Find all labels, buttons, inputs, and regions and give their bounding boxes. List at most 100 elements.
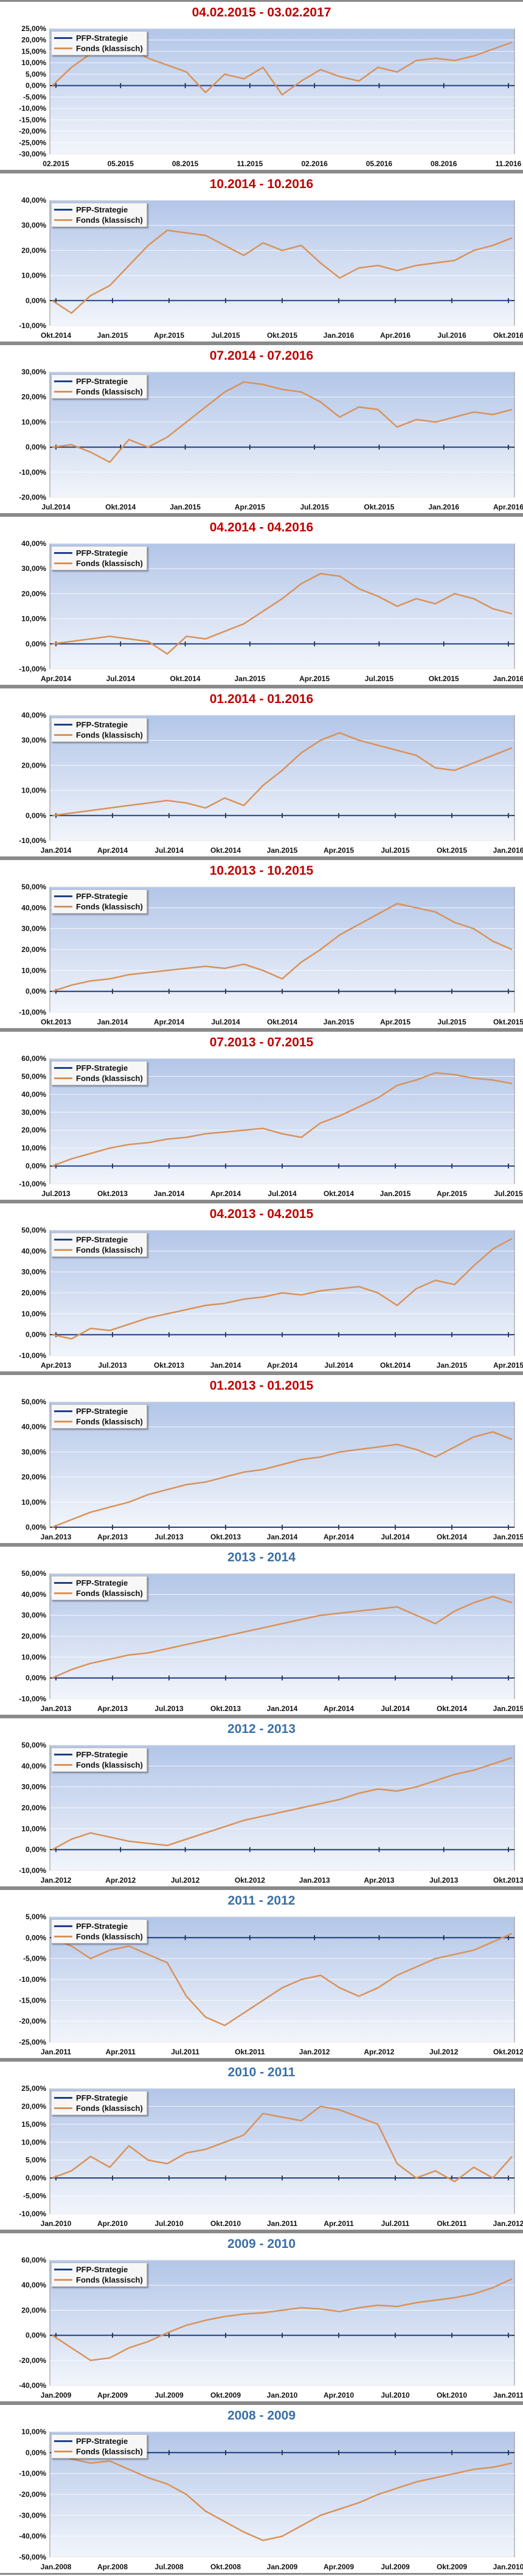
legend-item: Fonds (klassisch) bbox=[54, 43, 143, 54]
legend-item: PFP-Strategie bbox=[54, 1749, 143, 1760]
chart-title: 07.2014 - 07.2016 bbox=[209, 349, 314, 363]
chart-title: 2008 - 2009 bbox=[227, 2409, 296, 2423]
legend-item: PFP-Strategie bbox=[54, 1578, 143, 1588]
y-tick-label: 0,00% bbox=[26, 2331, 46, 2340]
y-tick-label: 40,00% bbox=[21, 1590, 46, 1598]
y-tick-label: 0,00% bbox=[26, 1674, 46, 1682]
y-tick-label: 0,00% bbox=[26, 987, 46, 996]
x-tick-label: Jan.2011 bbox=[267, 2219, 297, 2228]
x-tick-label: Jan.2015 bbox=[170, 503, 201, 511]
x-tick-label: Jul.2013 bbox=[98, 1361, 127, 1370]
legend-item: Fonds (klassisch) bbox=[54, 2446, 143, 2457]
legend-swatch bbox=[54, 906, 72, 908]
chart-panel: 2008 - 2009 10,00% 0,00% -10,00% -20,00% -30,… bbox=[0, 2403, 523, 2575]
legend-label: PFP-Strategie bbox=[76, 720, 128, 729]
y-tick-label: -40,00% bbox=[19, 2532, 46, 2541]
x-tick-label: Okt.2014 bbox=[41, 331, 71, 340]
x-tick-label: Jan.2011 bbox=[41, 2048, 71, 2056]
x-tick-label: Apr.2010 bbox=[324, 2391, 354, 2399]
y-tick-label: 50,00% bbox=[21, 1741, 46, 1749]
x-tick-label: 08.2015 bbox=[172, 159, 199, 168]
legend-swatch bbox=[54, 2279, 72, 2281]
legend-label: Fonds (klassisch) bbox=[76, 1417, 143, 1426]
y-tick-label: -10,00% bbox=[19, 836, 46, 845]
y-tick-label: -20,00% bbox=[19, 2017, 46, 2026]
legend-label: PFP-Strategie bbox=[76, 1407, 128, 1416]
legend-item: PFP-Strategie bbox=[54, 2264, 143, 2275]
x-tick-label: Jul.2013 bbox=[429, 1876, 459, 1885]
x-tick-label: Okt.2009 bbox=[437, 2563, 467, 2571]
y-tick-label: -10,00% bbox=[19, 1866, 46, 1875]
y-tick-label: 20,00% bbox=[21, 1126, 46, 1135]
y-tick-label: 60,00% bbox=[21, 2256, 46, 2264]
y-tick-label: 30,00% bbox=[21, 368, 46, 376]
x-tick-label: Jan.2012 bbox=[41, 1876, 72, 1885]
chart-title: 2011 - 2012 bbox=[227, 1894, 296, 1908]
y-tick-label: -5,00% bbox=[23, 93, 46, 101]
y-tick-label: 10,00% bbox=[21, 966, 46, 975]
x-tick-label: Jul.2015 bbox=[437, 1018, 466, 1026]
series-line-fund bbox=[52, 573, 513, 655]
x-tick-label: Jan.2013 bbox=[41, 1533, 72, 1541]
legend-item: Fonds (klassisch) bbox=[54, 1245, 143, 1255]
y-tick-label: 10,00% bbox=[21, 1309, 46, 1318]
legend-item: PFP-Strategie bbox=[54, 1234, 143, 1245]
chart-panel: 04.2013 - 04.2015 50,00% 40,00% 30,00% 20,00… bbox=[0, 1202, 523, 1373]
x-tick-label: Jan.2016 bbox=[493, 674, 523, 683]
x-tick-label: Okt.2014 bbox=[437, 1533, 467, 1541]
y-tick-label: -30,00% bbox=[19, 150, 46, 158]
y-tick-label: 40,00% bbox=[21, 712, 46, 719]
legend-item: Fonds (klassisch) bbox=[54, 1073, 143, 1083]
y-tick-label: 50,00% bbox=[21, 883, 46, 891]
x-tick-label: 05.2016 bbox=[366, 159, 393, 168]
y-tick-label: 40,00% bbox=[21, 903, 46, 912]
x-tick-label: Jan.2015 bbox=[493, 1704, 523, 1713]
x-tick-label: Apr.2009 bbox=[97, 2391, 128, 2399]
x-tick-label: Jul.2008 bbox=[154, 2563, 184, 2571]
chart-panel: 2012 - 2013 50,00% 40,00% 30,00% 20,00% 10,00… bbox=[0, 1717, 523, 1888]
y-tick-label: 0,00% bbox=[26, 1933, 46, 1942]
x-tick-label: Jan.2009 bbox=[41, 2391, 72, 2399]
y-tick-label: -20,00% bbox=[19, 2356, 46, 2365]
chart-panel: 01.2013 - 01.2015 50,00% 40,00% 30,00% 20,00… bbox=[0, 1373, 523, 1545]
legend-item: Fonds (klassisch) bbox=[54, 558, 143, 569]
x-tick-label: Jan.2015 bbox=[97, 331, 128, 340]
x-tick-label: Jul.2010 bbox=[381, 2391, 410, 2399]
y-tick-label: -10,00% bbox=[19, 104, 46, 113]
x-tick-label: Jan.2014 bbox=[210, 1361, 241, 1370]
chart-title: 2009 - 2010 bbox=[227, 2237, 296, 2251]
y-tick-label: 10,00% bbox=[21, 615, 46, 623]
y-tick-label: -10,00% bbox=[19, 468, 46, 477]
legend-swatch bbox=[54, 1421, 72, 1423]
legend-item: Fonds (klassisch) bbox=[54, 215, 143, 225]
x-tick-label: 05.2015 bbox=[108, 159, 134, 168]
legend-label: Fonds (klassisch) bbox=[76, 1760, 143, 1769]
legend-label: Fonds (klassisch) bbox=[76, 2275, 143, 2284]
x-tick-label: Jul.2010 bbox=[154, 2219, 184, 2228]
y-tick-label: -20,00% bbox=[19, 493, 46, 502]
legend-swatch bbox=[54, 1754, 72, 1755]
x-tick-label: Apr.2012 bbox=[364, 2048, 394, 2056]
y-tick-label: 40,00% bbox=[21, 1762, 46, 1770]
y-tick-label: 0,00% bbox=[26, 2448, 46, 2457]
y-tick-label: 0,00% bbox=[26, 1331, 46, 1339]
x-tick-label: Jul.2012 bbox=[429, 2048, 459, 2056]
y-tick-label: 0,00% bbox=[26, 1523, 46, 1531]
chart-panel: 2010 - 2011 25,00% 20,00% 15,00% 10,00% 5,00%… bbox=[0, 2060, 523, 2231]
legend-swatch bbox=[54, 37, 72, 39]
series-line-fund bbox=[52, 2105, 513, 2183]
x-tick-label: Okt.2012 bbox=[493, 2048, 523, 2056]
x-tick-label: Jul.2014 bbox=[381, 1533, 410, 1541]
legend-item: PFP-Strategie bbox=[54, 205, 143, 215]
x-tick-label: Apr.2013 bbox=[97, 1533, 128, 1541]
x-tick-label: Okt.2013 bbox=[154, 1361, 184, 1370]
x-tick-label: Apr.2014 bbox=[97, 846, 128, 855]
y-tick-label: 20,00% bbox=[21, 589, 46, 598]
legend-swatch bbox=[54, 2451, 72, 2452]
y-tick-label: 30,00% bbox=[21, 1108, 46, 1116]
legend-swatch bbox=[54, 734, 72, 736]
legend: PFP-Strategie Fonds (klassisch) bbox=[51, 889, 147, 914]
legend-label: PFP-Strategie bbox=[76, 1578, 128, 1587]
y-tick-label: 50,00% bbox=[21, 1227, 46, 1234]
legend-swatch bbox=[54, 1764, 72, 1766]
